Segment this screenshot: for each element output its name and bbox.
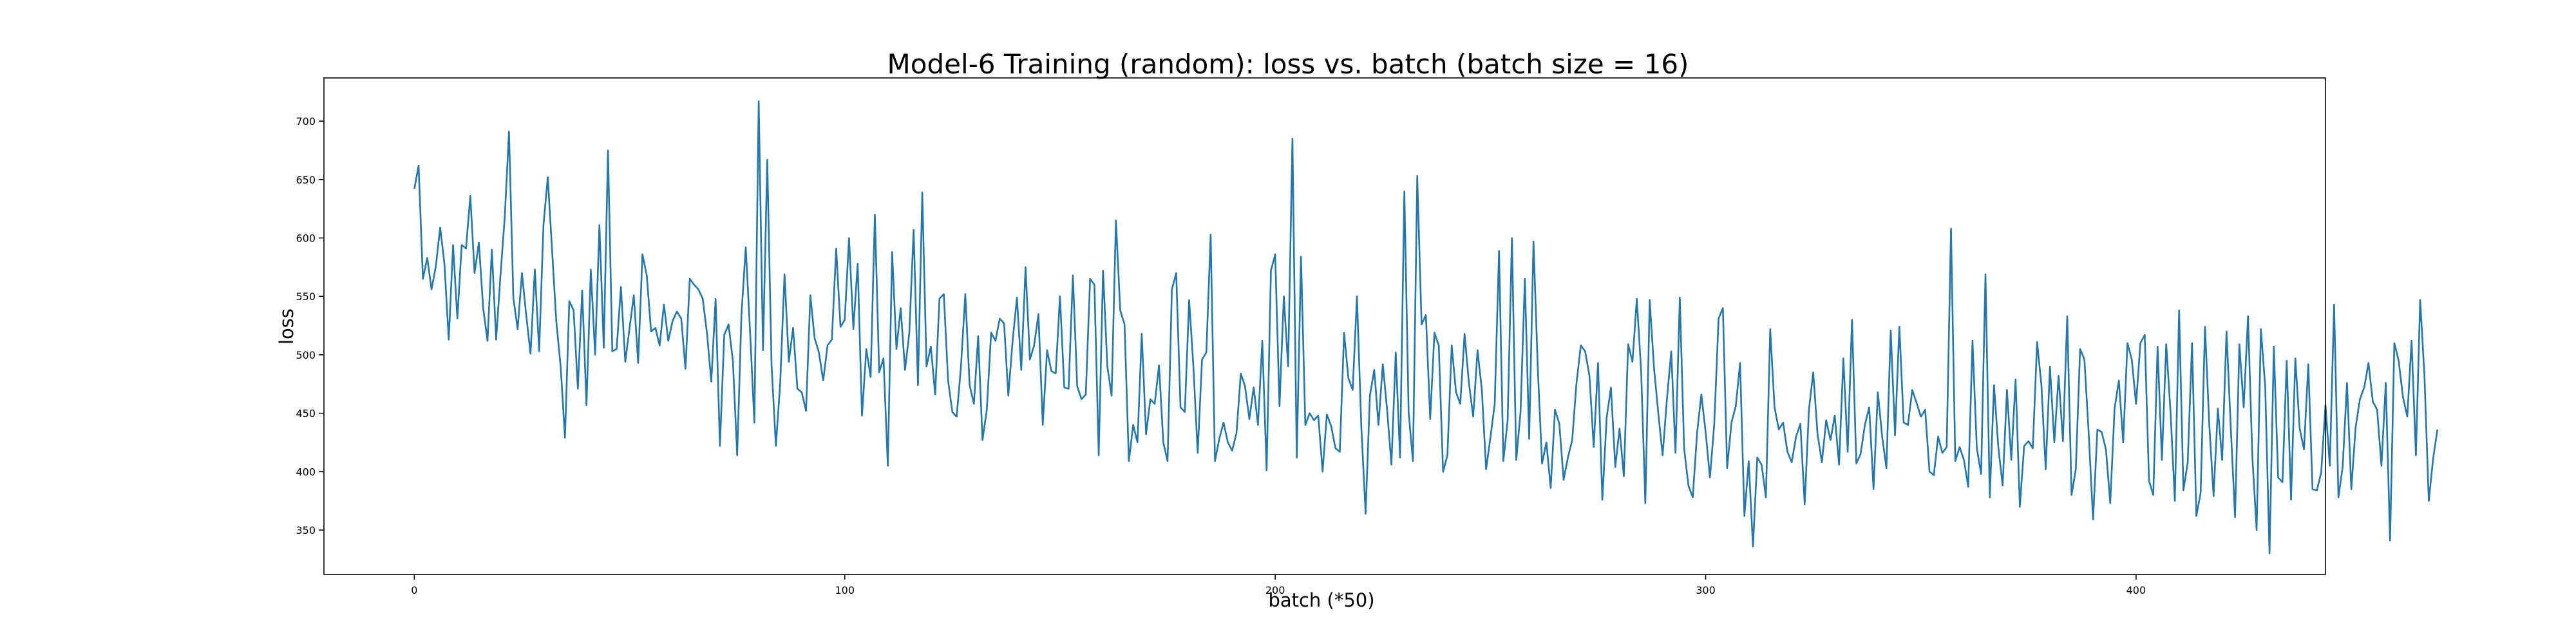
x-tick-label: 0 — [411, 584, 417, 596]
y-tick-label: 650 — [296, 174, 316, 186]
y-tick-label: 350 — [296, 524, 316, 536]
loss-series-line — [413, 100, 2439, 554]
x-tick-label: 400 — [2126, 584, 2146, 596]
y-tick-label: 450 — [296, 408, 316, 420]
y-tick-label: 550 — [296, 290, 316, 303]
y-axis-label: loss — [276, 308, 298, 345]
x-tick-label: 300 — [1696, 584, 1716, 596]
chart-title: Model-6 Training (random): loss vs. batc… — [887, 48, 1689, 80]
y-tick-label: 700 — [296, 115, 316, 128]
plot-area — [413, 100, 2439, 554]
axes-frame — [323, 77, 2326, 575]
y-axis-ticks: 350 400 450 500 550 600 650 700 — [296, 115, 324, 536]
x-axis-label: batch (*50) — [1268, 589, 1374, 611]
x-tick-label: 200 — [1265, 584, 1285, 596]
y-tick-label: 500 — [296, 349, 316, 361]
x-axis-ticks: 0 100 200 300 400 — [411, 574, 2146, 596]
y-tick-label: 600 — [296, 232, 316, 245]
x-tick-label: 100 — [835, 584, 855, 596]
y-tick-label: 400 — [296, 466, 316, 478]
